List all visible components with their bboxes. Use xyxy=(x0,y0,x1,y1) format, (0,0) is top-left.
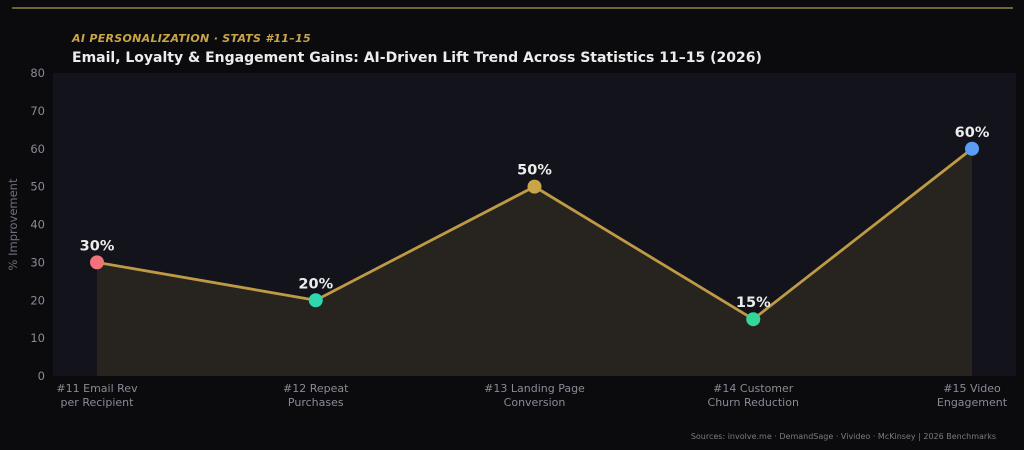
data-point xyxy=(527,179,542,194)
data-label: 30% xyxy=(80,238,115,254)
x-tick-label: #14 Customer Churn Reduction xyxy=(708,382,799,409)
x-tick-label: #13 Landing Page Conversion xyxy=(484,382,585,409)
x-tick-label: #11 Email Rev per Recipient xyxy=(56,382,138,409)
top-rule xyxy=(12,7,1013,9)
y-tick-label: 50 xyxy=(30,180,45,194)
data-point xyxy=(965,141,979,156)
y-tick-label: 40 xyxy=(30,218,45,232)
data-label: 50% xyxy=(517,163,552,179)
data-point xyxy=(308,293,323,308)
x-tick-label: #12 Repeat Purchases xyxy=(283,382,349,409)
y-axis-label: % Improvement xyxy=(6,178,20,270)
x-tick-label: #15 Video Engagement xyxy=(937,382,1008,409)
y-tick-label: 60 xyxy=(30,142,45,156)
y-tick-label: 70 xyxy=(30,104,45,118)
y-tick-label: 20 xyxy=(30,293,45,307)
data-point xyxy=(746,312,761,327)
data-label: 15% xyxy=(736,295,771,311)
y-tick-label: 80 xyxy=(30,66,45,80)
chart-subtitle: AI PERSONALIZATION · STATS #11–15 xyxy=(72,32,311,45)
y-tick-label: 30 xyxy=(30,255,45,269)
data-label: 60% xyxy=(955,125,990,141)
source-note: Sources: involve.me · DemandSage · Vivid… xyxy=(690,432,996,441)
y-tick-label: 10 xyxy=(30,331,45,345)
data-point xyxy=(90,255,104,270)
y-tick-label: 0 xyxy=(38,369,45,383)
data-label: 20% xyxy=(298,276,333,292)
chart-title: Email, Loyalty & Engagement Gains: AI-Dr… xyxy=(72,50,762,66)
